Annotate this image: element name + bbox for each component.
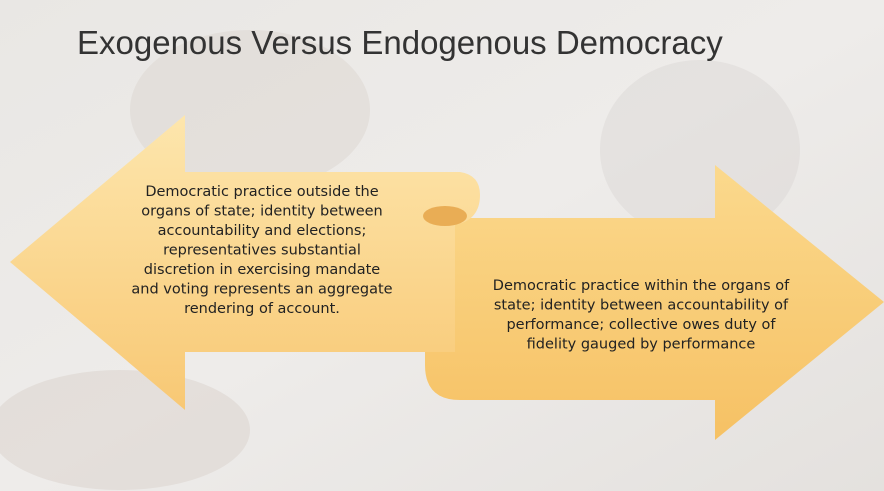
arrow-text-line: Democratic practice outside the [145,184,378,200]
arrow-text-line: discretion in exercising mandate [144,262,380,278]
arrow-text-line: rendering of account. [184,301,340,317]
arrow-text-line: accountability and elections; [158,223,367,239]
slide: Exogenous Versus Endogenous Democracy De… [0,0,884,491]
scroll-curl [423,206,467,226]
slide-title: Exogenous Versus Endogenous Democracy [77,24,723,61]
arrow-text-line: fidelity gauged by performance [527,337,756,353]
arrow-text-line: performance; collective owes duty of [506,317,776,333]
arrow-text-line: representatives substantial [163,243,361,259]
arrow-text-line: state; identity between accountability o… [494,298,789,314]
left-arrow-text: Democratic practice outside the organs of… [131,184,392,317]
page: Exogenous Versus Endogenous Democracy De… [0,0,884,491]
arrow-text-line: organs of state; identity between [141,204,382,220]
background-figure [0,370,250,490]
arrow-text-line: and voting represents an aggregate [131,282,392,298]
arrow-text-line: Democratic practice within the organs of [493,278,790,294]
